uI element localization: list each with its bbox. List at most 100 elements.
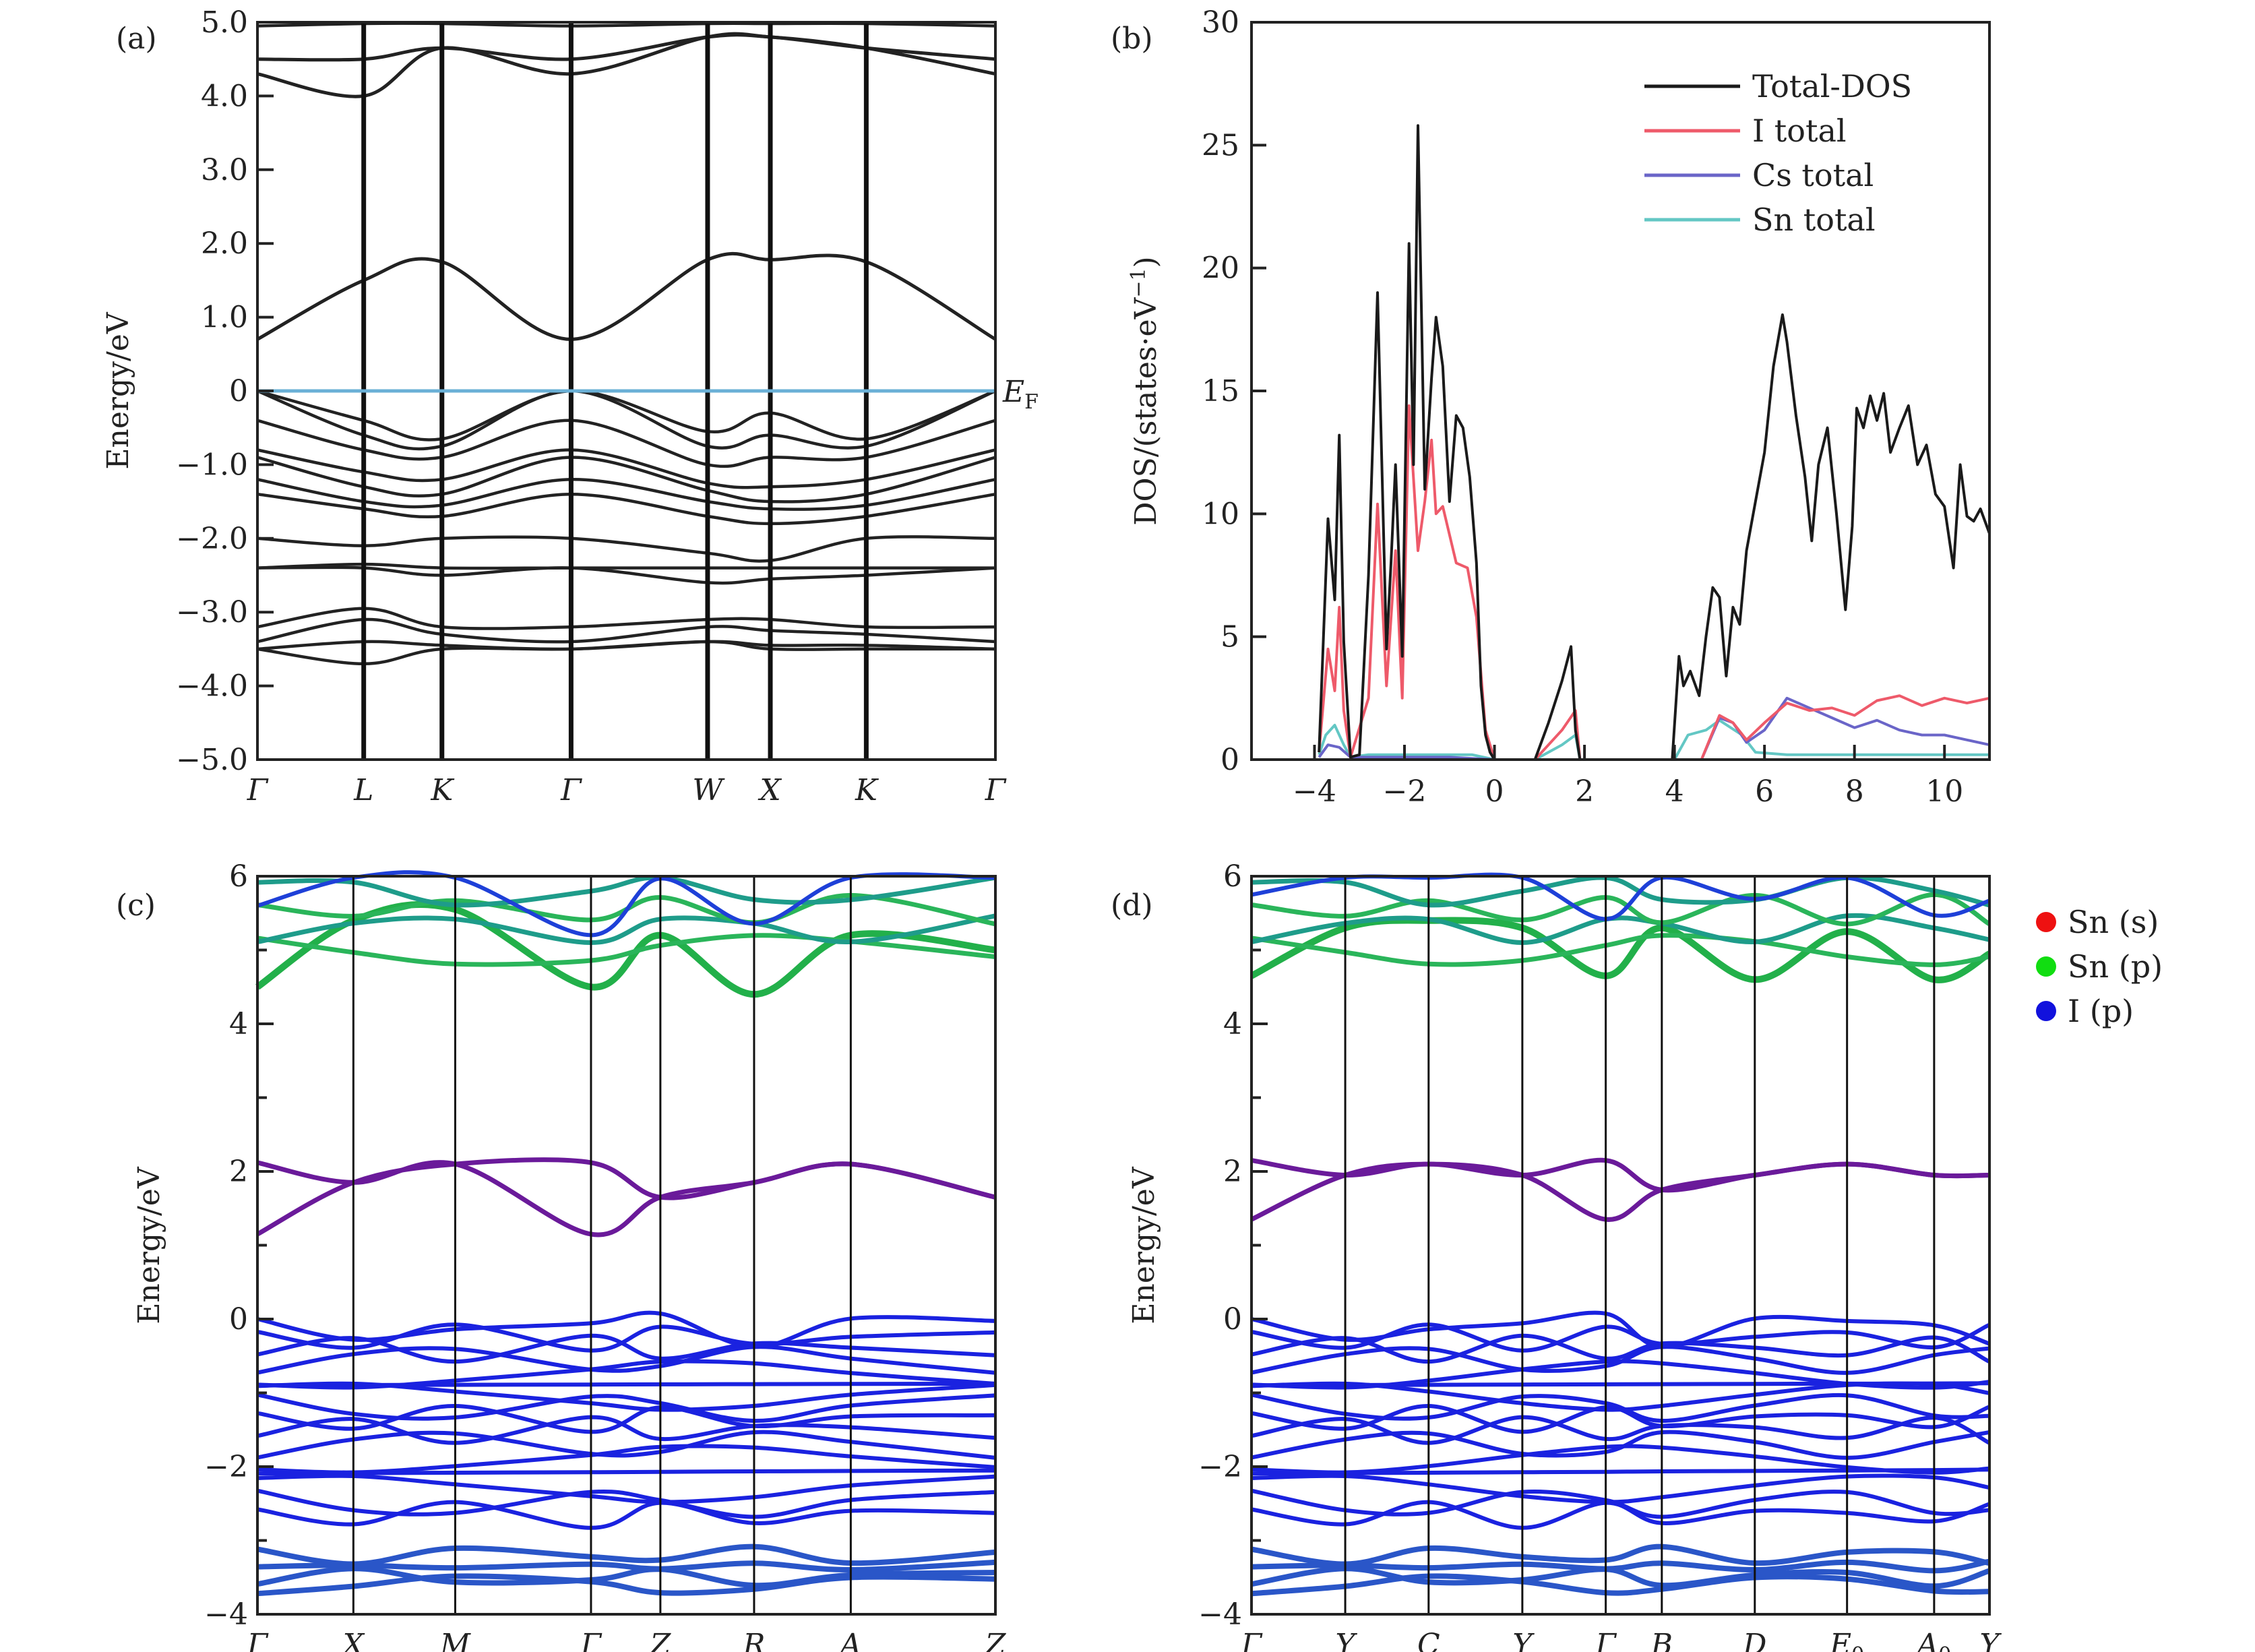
c-ytick-label: −4 — [204, 1597, 248, 1632]
d-k-label-sub: 0 — [1938, 1643, 1951, 1652]
a-band — [256, 251, 997, 341]
c-band — [257, 1488, 996, 1519]
d-k-label: Y — [1336, 1628, 1358, 1652]
panel-b-ylabel-sup: −1 — [1127, 268, 1150, 297]
panel-d-ylabel: Energy/eV — [1127, 1166, 1161, 1324]
a-ytick-label: −1.0 — [176, 448, 248, 482]
a-ytick-label: 4.0 — [201, 79, 248, 113]
b-ytick-label: 25 — [1202, 128, 1239, 162]
a-k-label: Γ — [985, 773, 1007, 807]
a-k-label: X — [758, 773, 782, 807]
panel-b-ylabel-end: ) — [1129, 256, 1163, 268]
a-k-label-text: Γ — [985, 773, 1007, 807]
d-k-label-text: D — [1742, 1628, 1766, 1652]
c-k-label-text: M — [439, 1628, 471, 1652]
panel-b: (b) 0 5 10 15 20 25 30 −4 −2 0 2 4 6 8 10 DOS/(states… — [1111, 5, 1991, 809]
b-xtick-label: −4 — [1293, 774, 1336, 809]
a-ytick-label: −2.0 — [176, 522, 248, 556]
d-k-label: Y — [1979, 1628, 2002, 1652]
c-band — [257, 1543, 996, 1567]
a-k-label-text: L — [353, 773, 373, 807]
d-band — [1251, 1403, 1991, 1434]
d-k-label-text: B — [1650, 1628, 1673, 1652]
b-xtick-label: 4 — [1665, 774, 1684, 809]
c-band — [257, 1160, 996, 1237]
b-xtick-label: 10 — [1925, 774, 1963, 809]
c-ytick-label: 2 — [229, 1155, 248, 1189]
panel-c-y-ticks: 6 4 2 0 −2 −4 — [204, 859, 274, 1632]
d-band — [1251, 1467, 1990, 1476]
a-ytick-label: 5.0 — [201, 5, 248, 40]
c-ytick-label: 4 — [229, 1007, 248, 1041]
c-k-label: Z — [984, 1628, 1007, 1652]
d-band — [1251, 1322, 1991, 1353]
panel-b-y-ticks: 0 5 10 15 20 25 30 — [1202, 5, 1266, 777]
b-xtick-label: 6 — [1755, 774, 1774, 809]
fermi-label: EF — [1002, 375, 1039, 414]
a-band — [257, 478, 996, 511]
c-k-label-text: Γ — [580, 1628, 603, 1652]
d-k-label: Y — [1512, 1628, 1535, 1652]
a-ytick-label: 0 — [229, 374, 248, 408]
d-k-label-text: Y — [1336, 1628, 1358, 1652]
a-ytick-label: −3.0 — [176, 595, 248, 630]
a-k-label-text: W — [692, 773, 725, 807]
a-band — [257, 607, 996, 630]
panel-a-label: (a) — [116, 22, 157, 56]
a-k-label: K — [855, 773, 879, 807]
orbital-legend: Sn (s) Sn (p) I (p) — [2036, 904, 2163, 1029]
panel-c-frame — [256, 875, 997, 1616]
c-k-label-text: X — [341, 1628, 365, 1652]
d-ytick-label: 0 — [1223, 1302, 1242, 1337]
b-ytick-label: 20 — [1202, 251, 1239, 286]
a-k-label: W — [692, 773, 725, 807]
panel-d-k-labels: ΓYCYΓBDE0A0Y — [1241, 1628, 2002, 1652]
panel-d-k-lines — [1344, 876, 1936, 1614]
a-ytick-label: −4.0 — [176, 669, 248, 704]
fermi-label-sub: F — [1024, 390, 1039, 414]
b-legend-label: Cs total — [1752, 157, 1874, 193]
panel-b-frame — [1250, 21, 1991, 761]
d-ytick-label: 2 — [1223, 1155, 1242, 1189]
a-k-label: Γ — [247, 773, 269, 807]
d-band — [1251, 1558, 1990, 1574]
a-band — [257, 22, 996, 28]
orbital-legend-label: Sn (s) — [2068, 904, 2159, 940]
panel-a-bands — [256, 22, 997, 666]
orbital-legend-label: I (p) — [2068, 993, 2134, 1029]
a-band — [257, 535, 996, 563]
panel-b-legend: Total-DOS I total Cs total Sn total — [1644, 68, 1912, 238]
a-band — [257, 389, 996, 451]
c-k-label: R — [742, 1628, 765, 1652]
b-xtick-label: 2 — [1575, 774, 1594, 809]
d-band — [1251, 913, 1990, 946]
d-k-label-text: E — [1829, 1628, 1851, 1652]
d-k-label-text: Γ — [1241, 1628, 1263, 1652]
panel-d-y-ticks: 6 4 2 0 −2 −4 — [1198, 859, 1268, 1632]
panel-b-ylabel: DOS/(states·eV−1) — [1127, 256, 1163, 525]
d-band — [1251, 933, 1990, 967]
d-band — [1251, 1473, 1990, 1504]
d-k-label: Γ — [1595, 1628, 1617, 1652]
c-band — [257, 1430, 996, 1460]
c-band — [257, 1500, 996, 1530]
a-band — [257, 448, 996, 489]
d-k-label-text: C — [1417, 1628, 1440, 1652]
d-k-label-text: Γ — [1595, 1628, 1617, 1652]
a-k-label-text: Γ — [560, 773, 582, 807]
d-band — [1251, 1415, 1991, 1445]
b-legend-label: Total-DOS — [1752, 68, 1912, 104]
b-ytick-label: 5 — [1221, 620, 1239, 654]
orbital-legend-dot — [2036, 912, 2056, 932]
d-band — [1249, 917, 1991, 983]
b-series-line — [1318, 696, 1990, 761]
c-k-label: A — [837, 1628, 861, 1652]
panel-a-y-ticks: 5.0 4.0 3.0 2.0 1.0 0 −1.0 −2.0 −3.0 −4.0 −5.0 — [176, 5, 274, 777]
d-ytick-label: 6 — [1223, 859, 1242, 894]
panel-a-ylabel: Energy/eV — [101, 311, 135, 469]
a-ytick-label: 1.0 — [201, 301, 248, 335]
a-band — [257, 565, 996, 585]
c-k-label: M — [439, 1628, 471, 1652]
